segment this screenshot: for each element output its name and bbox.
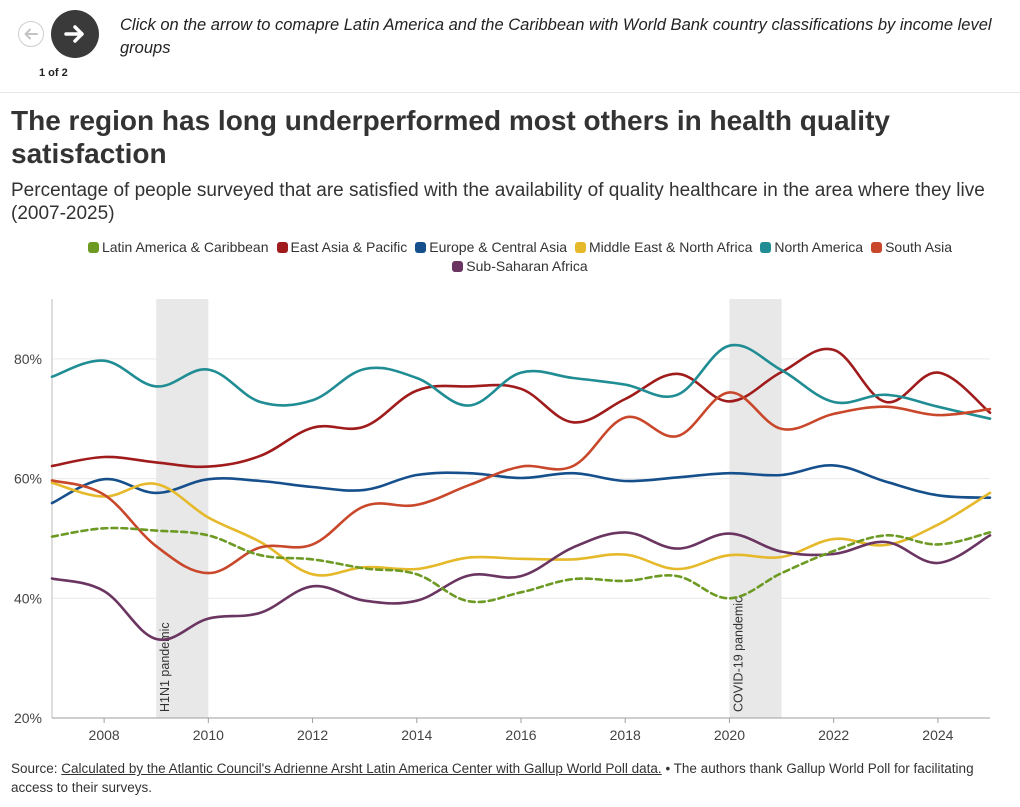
legend-swatch: [452, 261, 464, 272]
next-button[interactable]: [51, 10, 99, 58]
legend-swatch: [871, 242, 883, 253]
legend-swatch: [87, 242, 99, 253]
legend-label: Latin America & Caribbean: [101, 239, 269, 255]
legend-label: Sub-Saharan Africa: [466, 258, 588, 274]
y-tick-label: 80%: [14, 351, 42, 367]
legend-item-sub-saharan-africa[interactable]: Sub-Saharan Africa: [452, 257, 588, 276]
legend-item-north-america[interactable]: North America: [760, 238, 863, 257]
chart-title: The region has long underperformed most …: [11, 105, 890, 169]
x-tick-label: 2022: [818, 727, 849, 743]
legend-swatch: [760, 242, 772, 253]
chart-subtitle: Percentage of people surveyed that are s…: [11, 180, 985, 224]
legend-label: North America: [774, 239, 864, 255]
slide-navigation: 1 of 2 Click on the arrow to comapre Lat…: [0, 0, 1020, 93]
series-line-middle-east-and-north-africa: [50, 481, 992, 577]
legend-label: Europe & Central Asia: [429, 239, 567, 255]
legend-row: Latin America & Caribbean East Asia & Pac…: [40, 238, 1000, 257]
source-prefix: Source:: [11, 761, 62, 776]
instruction-text: Click on the arrow to comapre Latin Amer…: [120, 16, 992, 57]
x-tick-label: 2010: [193, 727, 224, 743]
legend-swatch: [276, 242, 288, 253]
chart-legend: Latin America & Caribbean East Asia & Pac…: [40, 238, 1000, 276]
annotation-band-covid-19-pandemic: [729, 299, 782, 718]
legend-label: South Asia: [885, 239, 953, 255]
series-line-latin-america-and-caribbean: [50, 526, 992, 604]
arrow-left-icon: [24, 28, 38, 40]
x-tick-label: 2014: [401, 727, 432, 743]
arrow-right-icon: [64, 25, 84, 43]
previous-button[interactable]: [18, 21, 44, 47]
legend-item-latin-america-and-caribbean[interactable]: Latin America & Caribbean: [87, 238, 269, 257]
annotation-label-covid-19-pandemic: COVID-19 pandemic: [731, 597, 745, 712]
source-suffix: • The authors thank Gallup World Poll fo…: [11, 761, 974, 795]
legend-row: Sub-Saharan Africa: [40, 257, 1000, 276]
series-line-north-america: [50, 343, 992, 420]
y-tick-label: 60%: [14, 471, 42, 487]
x-tick-label: 2008: [89, 727, 120, 743]
legend-label: Middle East & North Africa: [588, 239, 753, 255]
series-line-sub-saharan-africa: [50, 531, 992, 642]
legend-item-middle-east-and-north-africa[interactable]: Middle East & North Africa: [574, 238, 753, 257]
series-line-east-asia-and-pacific: [50, 347, 992, 469]
x-tick-label: 2020: [714, 727, 745, 743]
y-tick-label: 40%: [14, 590, 42, 606]
y-tick-label: 20%: [14, 710, 42, 726]
legend-item-europe-and-central-asia[interactable]: Europe & Central Asia: [415, 238, 567, 257]
legend-swatch: [574, 242, 586, 253]
x-tick-label: 2024: [922, 727, 953, 743]
annotation-label-h1n1-pandemic: H1N1 pandemic: [158, 622, 172, 712]
series-line-europe-and-central-asia: [50, 464, 992, 505]
legend-item-east-asia-and-pacific[interactable]: East Asia & Pacific: [276, 238, 408, 257]
x-tick-label: 2012: [297, 727, 328, 743]
x-tick-label: 2018: [610, 727, 641, 743]
line-chart: 20% 40% 60% 80% 2008 2010 2012 2014 2016 2018 2020…: [14, 299, 992, 743]
source-link[interactable]: Calculated by the Atlantic Council's Adr…: [61, 761, 662, 776]
series-line-south-asia: [50, 391, 992, 575]
legend-label: East Asia & Pacific: [290, 239, 408, 255]
legend-swatch: [415, 242, 427, 253]
legend-item-south-asia[interactable]: South Asia: [871, 238, 952, 257]
x-tick-label: 2016: [505, 727, 536, 743]
source-note: Source: Calculated by the Atlantic Counc…: [11, 759, 1011, 797]
page-indicator: 1 of 2: [39, 67, 68, 79]
